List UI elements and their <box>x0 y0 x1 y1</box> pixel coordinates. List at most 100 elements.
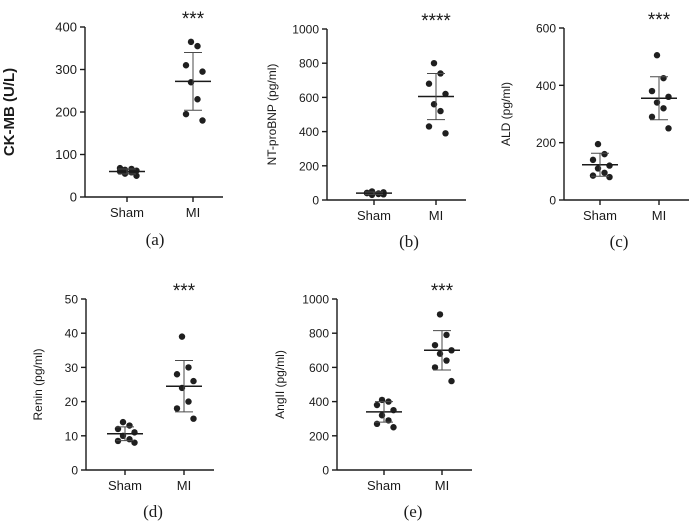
panel-b-y-axis-label: NT-proBNP (pg/ml) <box>265 64 279 166</box>
panel-c-y-tick-label: 200 <box>536 136 556 150</box>
panel-d-caption: (d) <box>143 502 163 521</box>
panel-d-data-point-mi <box>173 371 181 378</box>
panel-a-category-label-sham: Sham <box>110 205 144 220</box>
panel-a-caption: (a) <box>146 230 165 249</box>
panel-e-significance-stars: *** <box>431 281 454 302</box>
panel-c-data-point-sham <box>594 140 602 148</box>
panel-a-significance-stars: *** <box>182 9 205 30</box>
panel-e-data-point-mi <box>436 311 444 318</box>
panel-c-y-tick-label: 0 <box>549 194 556 208</box>
panel-d-y-tick-label: 30 <box>65 361 79 375</box>
panel-d-data-point-mi <box>185 364 192 371</box>
panel-e-data-point-sham <box>385 417 392 424</box>
panel-d-y-tick-label: 20 <box>65 395 79 409</box>
panel-a-data-point-mi <box>182 62 190 69</box>
panel-c-data-point-mi <box>665 93 672 101</box>
panel-d-y-tick-label: 0 <box>71 464 78 478</box>
panel-e-data-point-mi <box>431 341 439 349</box>
panel-c-data-point-sham <box>589 172 597 179</box>
panel-d-data-point-mi <box>190 377 197 385</box>
panel-d-data-point-mi <box>178 333 186 340</box>
panel-c-y-tick-label: 600 <box>536 22 556 36</box>
panel-b-category-label-mi: MI <box>429 208 443 223</box>
panel-e-y-tick-label: 1000 <box>302 293 329 307</box>
panel-b-data-point-mi <box>425 123 433 130</box>
panel-e-y-tick-label: 800 <box>309 327 329 341</box>
panel-c-y-axis-label: ALD (pg/ml) <box>499 82 513 146</box>
panel-b-data-point-mi <box>442 130 449 137</box>
panel-c-category-label-mi: MI <box>652 208 666 223</box>
panel-a-data-point-sham <box>133 172 140 179</box>
panel-c-data-point-sham <box>606 173 613 181</box>
panel-d-data-point-sham <box>131 429 138 436</box>
panel-b-y-tick-label: 400 <box>299 125 319 139</box>
panel-c-data-point-sham <box>601 169 608 176</box>
panel-a-data-point-mi <box>194 42 201 50</box>
panel-d-data-point-mi <box>173 405 181 412</box>
panel-c-data-point-mi <box>648 87 656 95</box>
panel-b-data-point-mi <box>425 80 433 87</box>
panel-a-y-tick-label: 400 <box>55 20 77 35</box>
panel-d-category-label-sham: Sham <box>108 478 142 493</box>
panel-a-y-tick-label: 0 <box>70 190 77 205</box>
panel-b-data-point-mi <box>442 90 449 98</box>
panel-b-data-point-mi <box>437 107 444 115</box>
panel-e-data-point-sham <box>373 420 381 428</box>
panel-a-data-point-mi <box>187 38 195 46</box>
panel-d-significance-stars: *** <box>173 281 196 302</box>
panel-e-category-label-sham: Sham <box>367 478 401 493</box>
panel-a-y-axis-label: CK-MB (U/L) <box>1 68 18 156</box>
panel-b-caption: (b) <box>399 232 419 251</box>
panel-e-data-point-sham <box>390 424 397 431</box>
panel-b-y-tick-label: 0 <box>312 194 319 208</box>
panel-c-data-point-mi <box>653 52 661 59</box>
panel-b-y-tick-label: 200 <box>299 159 319 173</box>
panel-c-data-point-mi <box>660 74 667 82</box>
panel-e-data-point-mi <box>431 364 439 371</box>
panel-a-data-point-mi <box>199 68 206 75</box>
panel-d-y-tick-label: 10 <box>65 429 79 443</box>
panel-d-category-label-mi: MI <box>177 478 191 493</box>
panel-d-data-point-mi <box>190 415 197 422</box>
panel-e-data-point-mi <box>443 357 450 364</box>
panel-c-category-label-sham: Sham <box>583 208 617 223</box>
panel-d-y-axis-label: Renin (pg/ml) <box>31 348 45 420</box>
panel-c-data-point-sham <box>601 150 608 158</box>
panel-c-y-tick-label: 400 <box>536 79 556 93</box>
panel-e-y-tick-label: 600 <box>309 361 329 375</box>
panel-a-data-point-mi <box>194 96 201 103</box>
panel-c-data-point-sham <box>589 156 597 164</box>
panel-b-y-tick-label: 1000 <box>292 23 319 37</box>
panel-b-y-tick-label: 800 <box>299 57 319 71</box>
panel-a-data-point-sham <box>116 164 124 172</box>
panel-a-y-tick-label: 300 <box>55 62 77 77</box>
panel-b-category-label-sham: Sham <box>357 208 391 223</box>
panel-c-significance-stars: *** <box>648 10 671 31</box>
panel-e-caption: (e) <box>404 502 423 521</box>
panel-e-data-point-sham <box>373 401 381 409</box>
panel-e-data-point-mi <box>443 331 450 339</box>
panel-e-y-axis-label: AngII (pg/ml) <box>273 350 287 419</box>
panel-e-y-tick-label: 0 <box>322 464 329 478</box>
panel-c-data-point-mi <box>660 105 667 112</box>
panel-d-data-point-sham <box>126 422 133 429</box>
panel-e-y-tick-label: 400 <box>309 395 329 409</box>
panel-d-y-tick-label: 50 <box>65 293 79 307</box>
panel-c-caption: (c) <box>610 232 629 251</box>
panel-d-data-point-sham <box>119 418 127 426</box>
panel-a-y-tick-label: 200 <box>55 105 77 120</box>
panel-b-data-point-mi <box>430 60 438 67</box>
panel-c-data-point-mi <box>665 125 672 132</box>
panel-a-category-label-mi: MI <box>186 205 200 220</box>
panel-a-data-point-mi <box>199 117 206 124</box>
panel-b-significance-stars: **** <box>421 11 451 32</box>
panel-a-y-tick-label: 100 <box>55 147 77 162</box>
panel-c-data-point-sham <box>606 162 613 169</box>
panel-b-y-tick-label: 600 <box>299 91 319 105</box>
panel-a-data-point-mi <box>182 110 190 118</box>
panel-e-category-label-mi: MI <box>435 478 449 493</box>
panel-e-data-point-mi <box>448 377 455 385</box>
panel-e-y-tick-label: 200 <box>309 429 329 443</box>
panel-d-y-tick-label: 40 <box>65 327 79 341</box>
